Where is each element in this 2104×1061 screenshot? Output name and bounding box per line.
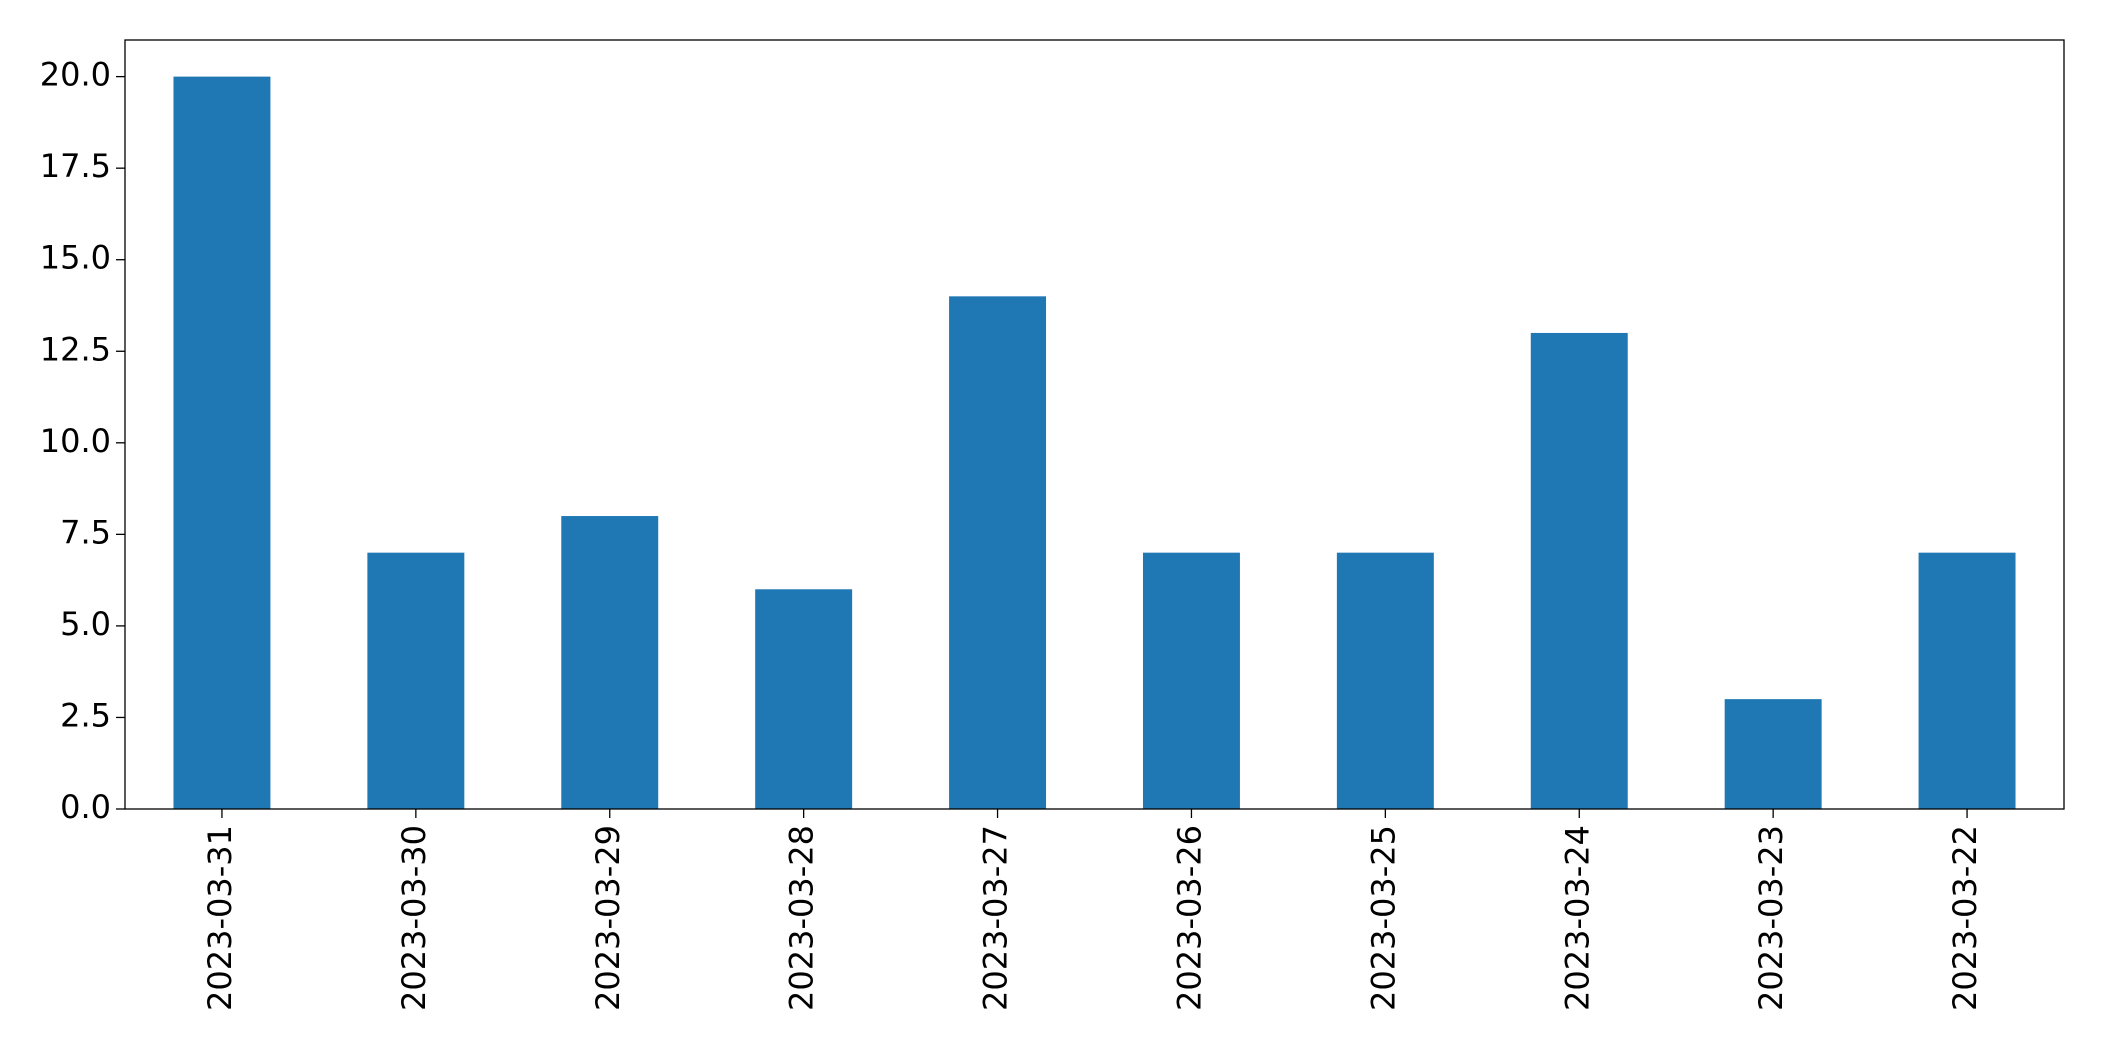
y-tick-label: 10.0: [40, 422, 111, 460]
x-tick-label: 2023-03-31: [201, 825, 239, 1011]
bar: [1142, 552, 1240, 809]
y-tick-label: 20.0: [40, 56, 111, 94]
y-tick-label: 7.5: [60, 513, 111, 551]
y-tick-label: 5.0: [60, 605, 111, 643]
y-tick-label: 0.0: [60, 788, 111, 826]
bar: [1336, 552, 1434, 809]
x-tick-label: 2023-03-24: [1558, 825, 1596, 1011]
plot-frame: [124, 39, 2065, 810]
bar: [561, 516, 659, 809]
x-tick-label: 2023-03-26: [1170, 825, 1208, 1011]
x-tick-label: 2023-03-25: [1364, 825, 1402, 1011]
bar: [755, 589, 853, 809]
bar: [1918, 552, 2016, 809]
x-tick-label: 2023-03-28: [783, 825, 821, 1011]
bar: [949, 296, 1047, 809]
bar: [1530, 332, 1628, 809]
y-tick-label: 2.5: [60, 696, 111, 734]
y-tick-label: 17.5: [40, 147, 111, 185]
bar: [173, 76, 271, 810]
bar: [1724, 699, 1822, 809]
y-tick-label: 15.0: [40, 239, 111, 277]
x-tick-label: 2023-03-30: [395, 825, 433, 1011]
bar: [367, 552, 465, 809]
x-tick-label: 2023-03-22: [1946, 825, 1984, 1011]
y-tick-label: 12.5: [40, 330, 111, 368]
x-tick-label: 2023-03-27: [977, 825, 1015, 1011]
x-tick-label: 2023-03-23: [1752, 825, 1790, 1011]
x-tick-label: 2023-03-29: [589, 825, 627, 1011]
